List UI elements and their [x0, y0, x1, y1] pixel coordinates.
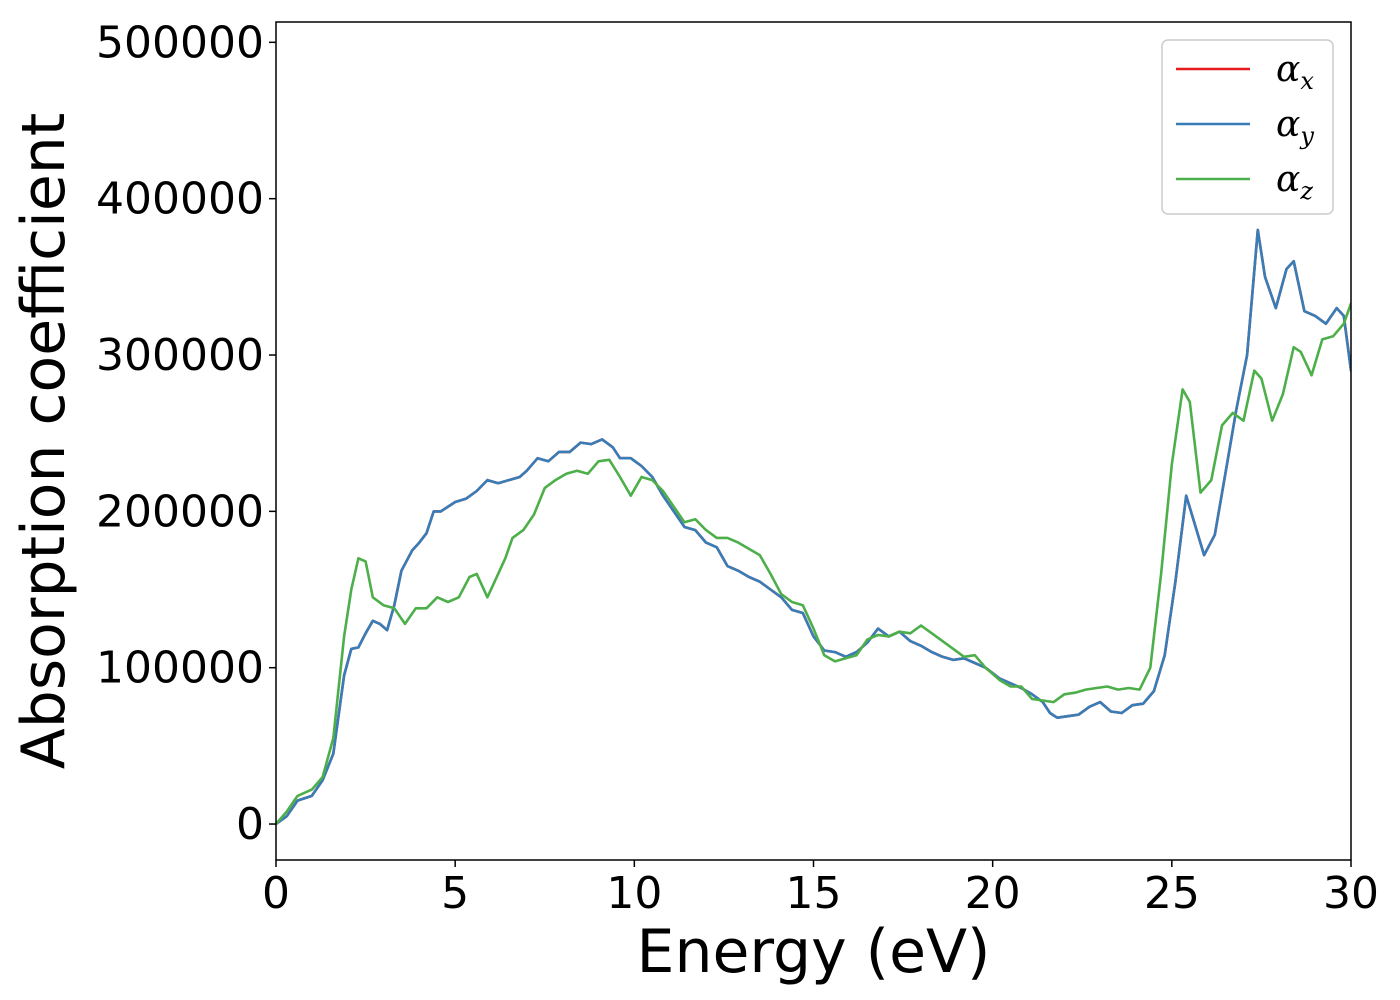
y-tick-label: 200000	[96, 486, 264, 537]
legend-box	[1161, 39, 1334, 215]
x-axis-title: Energy (eV)	[637, 917, 991, 987]
y-tick-label: 500000	[96, 17, 264, 68]
x-tick-label: 5	[441, 868, 469, 919]
x-tick-label: 25	[1144, 868, 1200, 919]
series-line-z	[276, 302, 1351, 826]
y-tick-label: 400000	[96, 174, 264, 225]
y-axis-title: Absorption coefficient	[9, 113, 79, 770]
y-tick-label: 0	[236, 799, 264, 850]
series-line-y	[276, 228, 1351, 826]
y-tick-label: 300000	[96, 330, 264, 381]
series-line-x	[276, 228, 1351, 826]
plot-lines	[276, 228, 1351, 826]
x-tick-label: 15	[786, 868, 842, 919]
x-tick-label: 30	[1323, 868, 1379, 919]
y-axis-ticks: 0 100000 200000 300000 400000 500000	[96, 17, 276, 850]
x-tick-label: 10	[606, 868, 662, 919]
x-tick-label: 0	[262, 868, 290, 919]
x-axis-ticks: 0 5 10 15 20 25 30	[262, 860, 1379, 919]
x-tick-label: 20	[965, 868, 1021, 919]
y-tick-label: 100000	[96, 643, 264, 694]
legend-label-z: αz	[1276, 159, 1313, 205]
